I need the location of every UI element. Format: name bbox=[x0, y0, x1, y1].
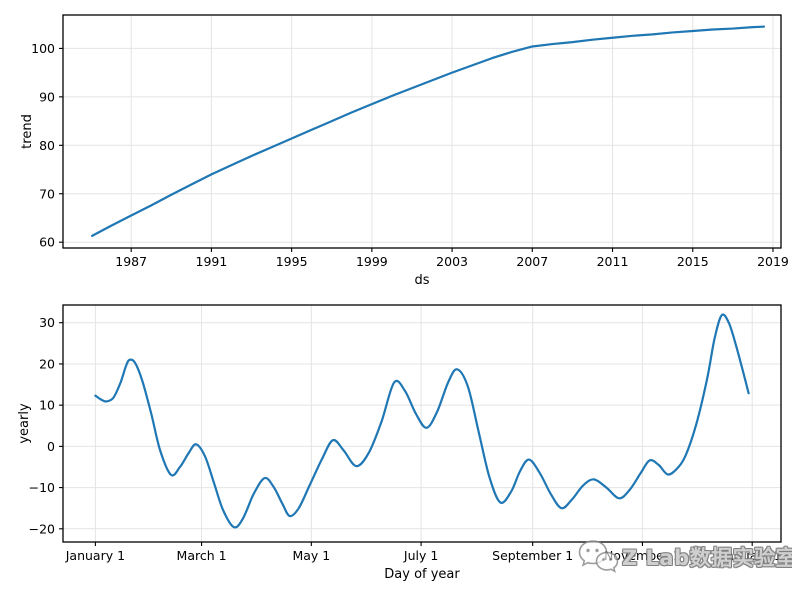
axes-background bbox=[63, 15, 781, 248]
trend-x-tick-label: 1999 bbox=[356, 254, 388, 269]
trend-x-tick-label: 1987 bbox=[115, 254, 147, 269]
yearly-y-tick-label: 10 bbox=[39, 398, 55, 413]
trend-subplot: 1987 1991 1995 1999 2003 2007 2011 2015 2019 60 70… bbox=[20, 14, 789, 288]
trend-x-tick-label: 1991 bbox=[196, 254, 228, 269]
trend-x-tick-label: 2019 bbox=[757, 254, 789, 269]
yearly-y-tick-label: −10 bbox=[29, 480, 55, 495]
trend-y-tick-label: 70 bbox=[39, 186, 55, 201]
trend-xlabel: ds bbox=[414, 273, 429, 288]
yearly-y-tick-label: 20 bbox=[39, 356, 55, 371]
trend-y-tick-label: 90 bbox=[39, 89, 55, 104]
trend-grid bbox=[63, 15, 781, 248]
trend-x-tick-label: 2007 bbox=[516, 254, 548, 269]
trend-line bbox=[90, 25, 766, 237]
yearly-ylabel: yearly bbox=[17, 403, 32, 444]
trend-ylabel: trend bbox=[20, 114, 35, 149]
yearly-x-tick-label: September 1 bbox=[492, 548, 573, 563]
trend-y-tick-label: 100 bbox=[31, 41, 55, 56]
yearly-x-tick-label: July 1 bbox=[403, 548, 438, 563]
yearly-tick-labels: January 1 March 1 May 1 July 1 September 1 No… bbox=[29, 315, 782, 563]
yearly-y-tick-label: 0 bbox=[47, 439, 55, 454]
trend-x-tick-label: 1995 bbox=[276, 254, 308, 269]
trend-tick-labels: 1987 1991 1995 1999 2003 2007 2011 2015 2019 60 70… bbox=[31, 41, 789, 269]
yearly-y-tick-label: −20 bbox=[29, 521, 55, 536]
trend-x-tick-label: 2011 bbox=[597, 254, 629, 269]
trend-y-tick-label: 60 bbox=[39, 235, 55, 250]
trend-y-tick-label: 80 bbox=[39, 138, 55, 153]
trend-x-tick-label: 2003 bbox=[436, 254, 468, 269]
yearly-plot-frame bbox=[62, 304, 782, 543]
yearly-x-tick-label: November 1 bbox=[604, 548, 681, 563]
yearly-y-tick-label: 30 bbox=[39, 315, 55, 330]
yearly-xlabel: Day of year bbox=[384, 567, 460, 582]
trend-x-tick-label: 2015 bbox=[677, 254, 709, 269]
yearly-subplot: January 1 March 1 May 1 July 1 September 1 No… bbox=[17, 304, 782, 582]
yearly-x-tick-label: March 1 bbox=[177, 548, 227, 563]
yearly-x-tick-label: May 1 bbox=[292, 548, 330, 563]
yearly-x-tick-label: January 1 bbox=[722, 548, 782, 563]
yearly-x-tick-label: January 1 bbox=[65, 548, 125, 563]
trend-plot-frame bbox=[62, 14, 782, 249]
yearly-line bbox=[94, 313, 750, 529]
